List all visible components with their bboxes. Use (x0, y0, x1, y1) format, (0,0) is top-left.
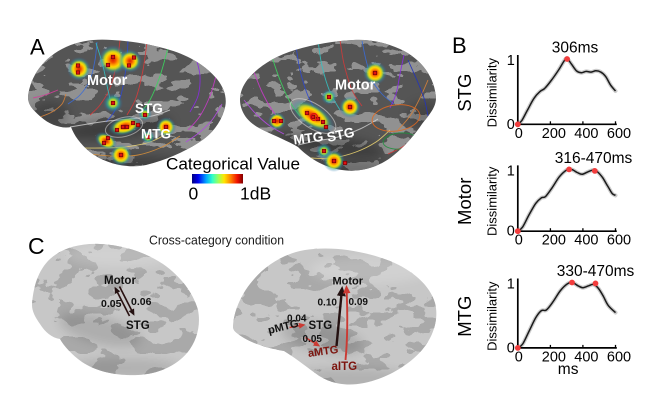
svg-text:STG: STG (309, 320, 333, 332)
svg-text:600: 600 (607, 233, 631, 249)
svg-text:MTG: MTG (454, 296, 475, 337)
svg-text:aITG: aITG (332, 361, 358, 373)
svg-text:306ms: 306ms (552, 40, 599, 57)
svg-text:200: 200 (542, 126, 566, 142)
svg-text:0: 0 (189, 184, 199, 204)
svg-text:400: 400 (574, 233, 598, 249)
svg-text:400: 400 (574, 126, 598, 142)
svg-text:STG: STG (326, 124, 356, 144)
svg-text:ms: ms (558, 361, 579, 378)
svg-text:200: 200 (542, 349, 566, 365)
svg-text:Motor: Motor (454, 178, 475, 225)
svg-text:Dissimilarity: Dissimilarity (485, 57, 500, 127)
svg-text:Categorical Value: Categorical Value (166, 156, 300, 174)
svg-text:1dB: 1dB (240, 184, 271, 204)
svg-text:Motor: Motor (335, 78, 376, 94)
svg-text:Dissimilarity: Dissimilarity (485, 281, 500, 351)
svg-text:0: 0 (515, 349, 523, 365)
svg-text:0.06: 0.06 (131, 296, 152, 308)
svg-text:aMTG: aMTG (307, 344, 339, 360)
svg-text:1: 1 (507, 163, 515, 179)
svg-text:STG: STG (454, 74, 475, 112)
svg-text:0: 0 (515, 233, 523, 249)
svg-text:A: A (30, 35, 45, 60)
svg-text:0.10: 0.10 (318, 298, 338, 309)
svg-text:0.05: 0.05 (303, 334, 323, 345)
svg-text:Motor: Motor (104, 275, 136, 287)
svg-text:0: 0 (507, 117, 515, 133)
svg-text:C: C (28, 233, 45, 259)
svg-text:STG: STG (126, 320, 150, 332)
svg-text:200: 200 (542, 233, 566, 249)
svg-text:600: 600 (607, 349, 631, 365)
svg-text:600: 600 (607, 126, 631, 142)
svg-text:1: 1 (507, 53, 515, 69)
svg-text:MTG: MTG (141, 127, 171, 142)
svg-text:0: 0 (507, 224, 515, 240)
svg-text:0.05: 0.05 (101, 298, 122, 310)
svg-text:316-470ms: 316-470ms (555, 150, 633, 167)
svg-text:400: 400 (574, 349, 598, 365)
svg-text:MTG: MTG (293, 129, 325, 148)
svg-text:Motor: Motor (333, 276, 364, 288)
svg-text:B: B (452, 33, 467, 58)
svg-text:330-470ms: 330-470ms (557, 263, 635, 280)
svg-text:1: 1 (507, 277, 515, 293)
svg-text:0.04: 0.04 (287, 314, 307, 325)
svg-text:0.09: 0.09 (349, 297, 369, 308)
svg-text:0: 0 (515, 126, 523, 142)
svg-text:Cross-category condition: Cross-category condition (149, 234, 284, 248)
svg-text:STG: STG (135, 101, 163, 116)
svg-text:Dissimilarity: Dissimilarity (485, 166, 500, 236)
svg-text:Motor: Motor (87, 73, 128, 89)
svg-text:0: 0 (507, 340, 515, 356)
